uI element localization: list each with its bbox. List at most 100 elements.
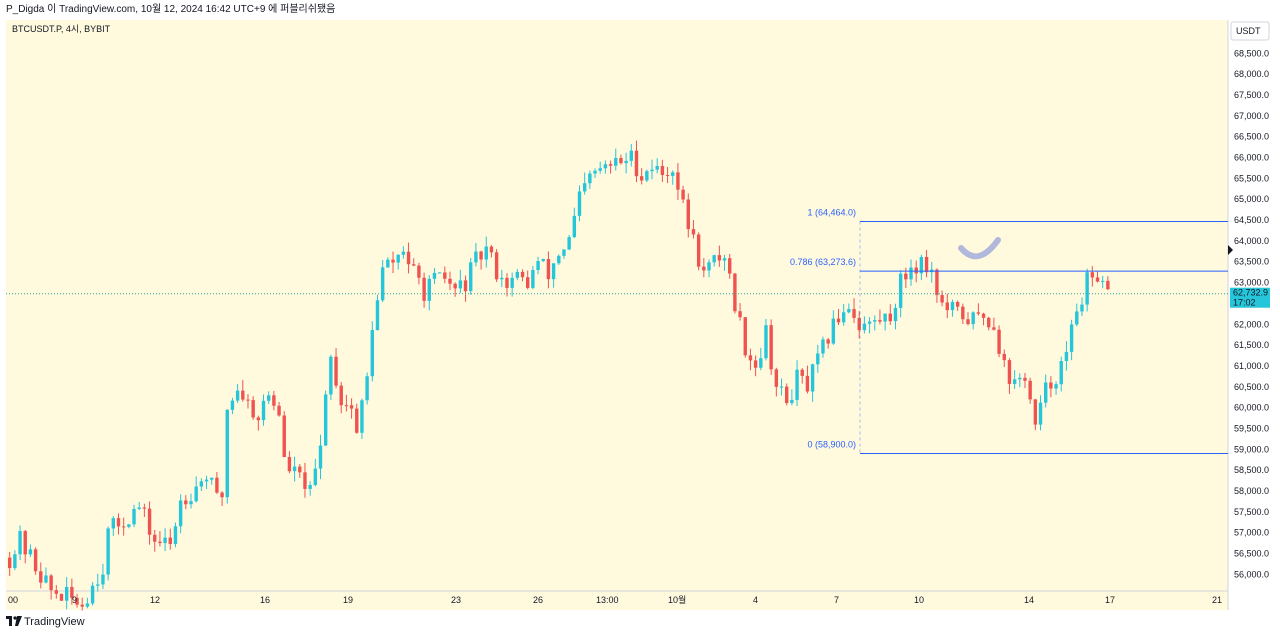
currency-box[interactable] <box>1230 21 1270 41</box>
candle-body <box>251 400 255 418</box>
candle-body <box>489 246 494 253</box>
candle-body <box>764 325 768 359</box>
candle-body <box>510 277 514 288</box>
candle-body <box>85 603 90 607</box>
candle-body <box>888 313 892 322</box>
candle-body <box>914 267 918 274</box>
scroll-arrow-icon[interactable] <box>1228 245 1233 255</box>
candle-body <box>1002 353 1006 361</box>
candle-body <box>54 590 59 594</box>
candle-body <box>1054 384 1058 389</box>
candle-body <box>137 507 141 509</box>
candle-body <box>313 468 318 486</box>
candle-body <box>847 309 851 313</box>
price-tick-label: 60,500.0 <box>1234 382 1269 392</box>
price-tick-label: 60,000.0 <box>1234 403 1269 413</box>
candle-body <box>987 317 991 328</box>
footer-brand: TradingView <box>24 616 85 628</box>
candle-body <box>919 256 924 274</box>
candle-body <box>210 477 214 480</box>
candle-body <box>645 171 649 181</box>
candle-body <box>785 386 789 404</box>
candle-body <box>1085 272 1089 305</box>
candle-body <box>199 481 204 487</box>
currency-label: USDT <box>1236 26 1261 36</box>
price-tick-label: 63,500.0 <box>1234 257 1269 267</box>
candle-body <box>412 264 416 266</box>
candle-body <box>427 278 431 301</box>
candle-body <box>1023 377 1027 381</box>
candle-body <box>33 549 38 572</box>
candle-body <box>1075 311 1079 325</box>
candle-body <box>826 339 830 344</box>
candle-body <box>883 313 887 322</box>
candle-body <box>821 339 825 354</box>
candle-body <box>23 531 27 555</box>
price-tick-label: 59,500.0 <box>1234 423 1269 433</box>
candle-body <box>401 251 406 255</box>
candle-body <box>1033 399 1038 425</box>
candle-body <box>256 417 261 421</box>
price-tick-label: 61,500.0 <box>1234 340 1269 350</box>
candle-body <box>924 256 929 273</box>
candle-body <box>469 262 473 292</box>
price-tick-label: 67,000.0 <box>1234 111 1269 121</box>
candle-body <box>277 405 281 416</box>
candle-body <box>1095 277 1100 282</box>
candle-body <box>728 258 732 274</box>
candle-body <box>935 269 939 296</box>
candle-body <box>189 501 193 505</box>
candle-body <box>303 472 307 489</box>
candle-body <box>598 168 602 171</box>
candle-body <box>805 375 810 392</box>
price-tick-label: 65,000.0 <box>1234 194 1269 204</box>
candle-body <box>671 172 675 176</box>
candle-body <box>790 399 794 404</box>
candle-body <box>75 597 79 605</box>
candle-body <box>422 277 426 301</box>
candle-body <box>810 364 815 392</box>
candle-body <box>261 400 266 421</box>
fib-level-label: 0 (58,900.0) <box>807 439 856 449</box>
tradingview-logo-icon <box>6 616 22 626</box>
candle-body <box>235 390 240 401</box>
candle-body <box>70 586 74 598</box>
candle-body <box>80 604 84 607</box>
price-tick-label: 64,000.0 <box>1234 236 1269 246</box>
candle-body <box>494 252 499 280</box>
candle-body <box>391 259 395 263</box>
time-tick-label: 17 <box>1105 595 1115 605</box>
price-chart[interactable]: BTCUSDT.P, 4시, BYBIT 1 (64,464.0) 0.786 (… <box>0 0 1280 612</box>
candle-body <box>577 191 582 216</box>
candle-body <box>898 273 903 308</box>
price-tick-label: 68,500.0 <box>1234 48 1269 58</box>
symbol-label: BTCUSDT.P, 4시, BYBIT <box>12 24 111 34</box>
candle-body <box>96 584 100 586</box>
candle-body <box>997 329 1001 354</box>
candle-body <box>360 400 364 433</box>
candle-body <box>1028 380 1032 400</box>
candle-body <box>520 271 525 278</box>
time-tick-label: 7 <box>834 595 839 605</box>
candle-body <box>582 183 587 192</box>
candle-body <box>686 199 690 230</box>
candle-body <box>753 360 758 368</box>
candle-body <box>272 395 276 406</box>
time-tick-label: 21 <box>1212 595 1222 605</box>
candle-body <box>49 575 53 591</box>
candle-body <box>702 266 706 271</box>
time-axis[interactable]: 00 9 12 16 19 23 26 13:00 10월 4 7 10 14 17 21 <box>8 594 1222 605</box>
time-tick-label: 10월 <box>668 594 686 605</box>
candle-body <box>432 272 437 279</box>
candle-body <box>904 273 908 280</box>
candle-body <box>225 409 229 498</box>
candle-body <box>158 541 162 544</box>
price-axis[interactable]: 56,000.0 56,500.0 57,000.0 57,500.0 58,000.0… <box>1234 48 1269 579</box>
price-tick-label: 64,500.0 <box>1234 215 1269 225</box>
price-tick-label: 57,000.0 <box>1234 528 1269 538</box>
candle-body <box>1064 351 1069 361</box>
fibonacci-retracement[interactable]: 1 (64,464.0) 0.786 (63,273.6) 0 (58,900.0) <box>790 208 1228 454</box>
price-tick-label: 56,000.0 <box>1234 569 1269 579</box>
candle-body <box>267 395 271 401</box>
time-tick-label: 12 <box>150 595 160 605</box>
